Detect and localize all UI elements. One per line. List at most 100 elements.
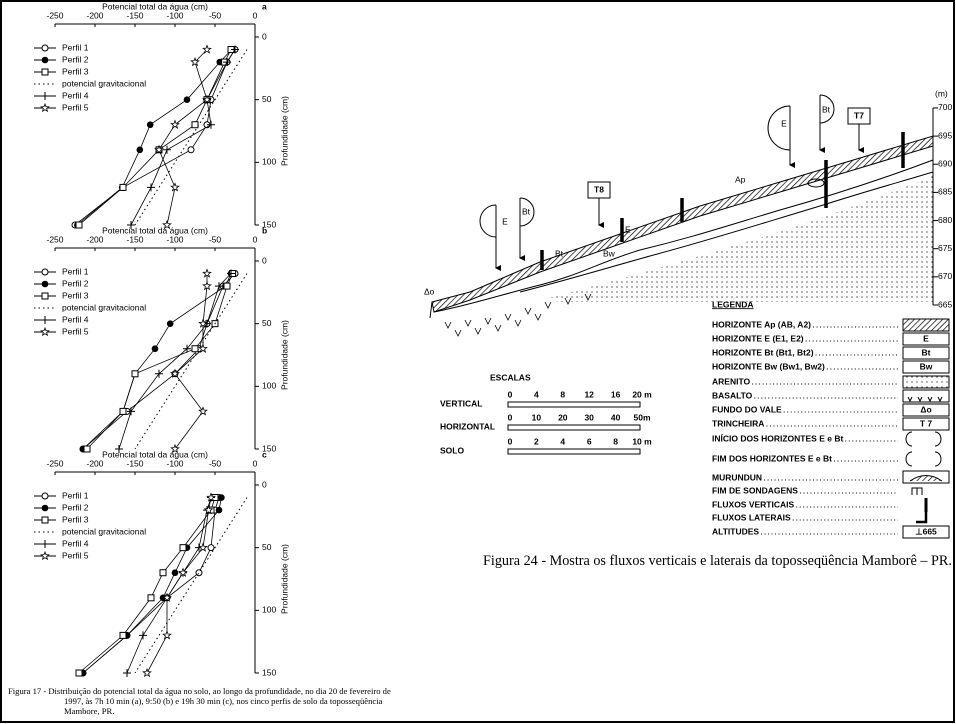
series-line [135,274,247,450]
trench-label: T8 [594,184,604,194]
legend-marker [42,293,48,299]
marker [167,320,174,327]
marker [148,595,154,601]
legend-horizon-icon [906,432,941,446]
legend-marker [41,552,49,559]
horizon-label: Bt [555,248,564,258]
x-tick-label: 0 [253,234,258,244]
legend-marker [42,505,49,512]
y-tick-label: 50 [262,318,272,328]
y-tick-label: 50 [262,94,272,104]
legend-symbol: Bt [922,347,931,357]
marker [147,121,154,128]
legend-item-label: FIM DOS HORIZONTES E e Bt [712,453,832,463]
marker [218,494,225,501]
scale-label: HORIZONTAL [440,421,495,431]
legend-label: Perfil 5 [62,326,89,336]
legend-symbol: Δo [920,404,931,414]
y-axis-title: Profundidade (cm) [279,320,289,390]
marker [120,408,126,414]
legend-marker [42,281,49,288]
legend-label: Perfil 5 [62,102,89,112]
y-tick-label: 100 [262,605,276,615]
x-tick-label: -50 [209,234,222,244]
x-axis-title: Potencial total da água (cm) [102,1,208,11]
legend-item-label: INÍCIO DOS HORIZONTES E e Bt [712,433,843,443]
legend-marker [41,328,49,335]
series-line [135,498,247,674]
legend-item-label: ALTITUDES [712,526,759,536]
legend-label: Perfil 4 [62,90,89,100]
marker [203,46,211,53]
y-axis-title: Profundidade (cm) [279,96,289,166]
horizon-marker-label: E [502,216,508,226]
legend-horizon-icon [906,452,941,466]
altitude-label: 685 [938,187,952,197]
scale-tick-label: 20 [558,412,568,422]
legend-marker [41,104,49,111]
legend-marker [41,316,49,324]
series-line [159,50,207,226]
legend-label: potencial gravitacional [62,78,146,88]
marker [132,371,138,377]
scale-tick-label: 4 [560,436,565,446]
legend-marker [42,45,48,51]
legend-marker [41,540,49,548]
legend-item-label: TRINCHEIRA [712,418,764,428]
legend-item-label: MURUNDUN [712,472,762,482]
altitude-label: 675 [938,243,952,253]
marker [152,345,159,352]
marker [192,122,198,128]
legend-marker [42,69,48,75]
scale-bars [508,402,640,454]
series-line [83,274,235,450]
x-tick-label: -200 [86,234,103,244]
x-tick-label: -150 [126,234,143,244]
marker [139,631,147,639]
figures: Potencial total da água (cm)a-250-200-15… [0,0,956,724]
marker [172,569,179,576]
legend-item-label: HORIZONTE E (E1, E2) [712,333,804,343]
legend-item-label: FLUXOS VERTICAIS [712,499,795,509]
legend-label: potencial gravitacional [62,302,146,312]
legend-label: Perfil 1 [62,42,89,52]
legend-label: Perfil 1 [62,266,89,276]
marker [171,121,179,128]
y-tick-label: 0 [262,479,267,489]
x-tick-label: 0 [253,458,258,468]
marker [199,544,207,551]
legend-marker [42,57,49,64]
scale-label: SOLO [440,445,464,455]
scale-tick-label: 4 [534,389,539,399]
marker [76,670,82,676]
series-line [75,50,235,226]
marker [192,346,198,352]
scale-tick-label: 0 [508,412,513,422]
legend-label: Perfil 1 [62,490,89,500]
trench-label: T7 [854,110,864,120]
horizon-label: Ap [735,174,746,184]
x-tick-label: -250 [46,10,63,20]
marker [123,669,131,677]
scale-tick-label: 16 [611,389,621,399]
scale-tick-label: 8 [613,436,618,446]
y-tick-label: 0 [262,31,267,41]
marker [160,570,166,576]
chart-label: c [262,449,267,459]
scale-tick-label: 0 [508,436,513,446]
legend-label: Perfil 5 [62,550,89,560]
series-line [135,50,247,226]
legend-item-label: FIM DE SONDAGENS [712,485,798,495]
marker [184,96,191,103]
x-tick-label: -50 [209,10,222,20]
marker [196,570,202,576]
legend-marker [42,269,48,275]
legend-item-label: HORIZONTE Bw (Bw1, Bw2) [712,361,825,371]
legend-label: Perfil 4 [62,314,89,324]
legend-item-label: ARENITO [712,376,750,386]
series-line [119,274,231,450]
scale-tick-label: 8 [560,389,565,399]
legend-item-label: HORIZONTE Ap (AB, A2) [712,319,811,329]
legend-label: potencial gravitacional [62,526,146,536]
x-tick-label: -250 [46,458,63,468]
